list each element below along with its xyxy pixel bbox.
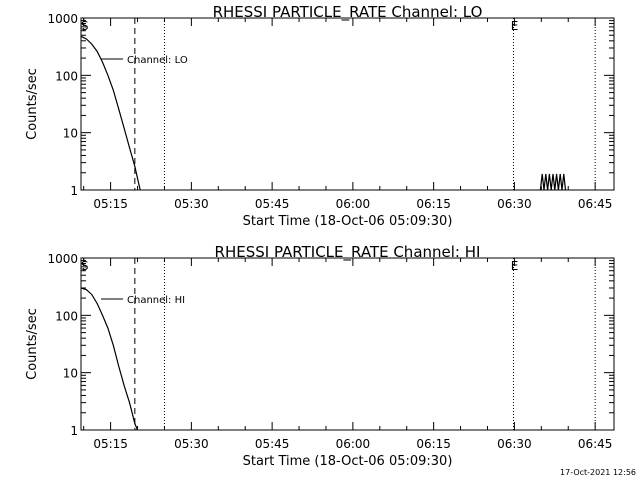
hi-x-tick-label: 06:45 bbox=[578, 437, 613, 451]
hi-marker-label-e: E bbox=[511, 259, 519, 273]
lo-y-tick-label: 100 bbox=[55, 69, 78, 83]
hi-x-axis-label: Start Time (18-Oct-06 05:09:30) bbox=[243, 454, 453, 469]
hi-y-axis-label: Counts/sec bbox=[25, 308, 40, 380]
lo-chart-title: RHESSI PARTICLE_RATE Channel: LO bbox=[213, 3, 483, 22]
hi-plot-frame bbox=[80, 257, 615, 431]
hi-x-tick-label: 06:00 bbox=[336, 437, 371, 451]
hi-x-tick-label: 05:45 bbox=[255, 437, 290, 451]
lo-legend-label: Channel: LO bbox=[127, 55, 188, 66]
hi-panel: RHESSI PARTICLE_RATE Channel: HI 1 10 100 10… bbox=[25, 243, 615, 469]
hi-y-tick-label: 1000 bbox=[47, 252, 78, 266]
lo-x-tick-label: 06:00 bbox=[336, 197, 371, 211]
hi-legend-label: Channel: HI bbox=[127, 295, 185, 306]
hi-y-tick-label: 100 bbox=[55, 309, 78, 323]
hi-y-tick-label: 1 bbox=[70, 424, 78, 438]
hi-chart-title: RHESSI PARTICLE_RATE Channel: HI bbox=[215, 243, 481, 262]
lo-marker-label-e: E bbox=[511, 19, 519, 33]
lo-y-tick-label: 1000 bbox=[47, 12, 78, 26]
lo-x-tick-label: 06:45 bbox=[578, 197, 613, 211]
hi-x-tick-label: 05:30 bbox=[174, 437, 209, 451]
lo-marker-label-s: S bbox=[81, 19, 89, 33]
lo-x-tick-label: 05:45 bbox=[255, 197, 290, 211]
lo-x-tick-label: 05:15 bbox=[93, 197, 128, 211]
lo-series-line bbox=[539, 173, 567, 191]
lo-x-tick-label: 06:15 bbox=[416, 197, 451, 211]
lo-series-line bbox=[80, 35, 141, 191]
lo-y-tick-label: 1 bbox=[70, 184, 78, 198]
hi-y-tick-label: 10 bbox=[63, 367, 78, 381]
hi-x-tick-label: 06:15 bbox=[416, 437, 451, 451]
hi-x-tick-label: 05:15 bbox=[93, 437, 128, 451]
lo-y-axis-label: Counts/sec bbox=[25, 68, 40, 140]
lo-y-tick-label: 10 bbox=[63, 127, 78, 141]
lo-x-tick-label: 06:30 bbox=[497, 197, 532, 211]
lo-x-axis-label: Start Time (18-Oct-06 05:09:30) bbox=[243, 214, 453, 229]
hi-series-line bbox=[80, 287, 139, 431]
lo-plot-frame bbox=[80, 17, 615, 191]
lo-panel: RHESSI PARTICLE_RATE Channel: LO 1 10 100 10… bbox=[25, 3, 615, 229]
lo-x-tick-label: 05:30 bbox=[174, 197, 209, 211]
hi-marker-label-s: S bbox=[81, 259, 89, 273]
plot-timestamp: 17-Oct-2021 12:56 bbox=[560, 468, 636, 477]
hi-x-tick-label: 06:30 bbox=[497, 437, 532, 451]
